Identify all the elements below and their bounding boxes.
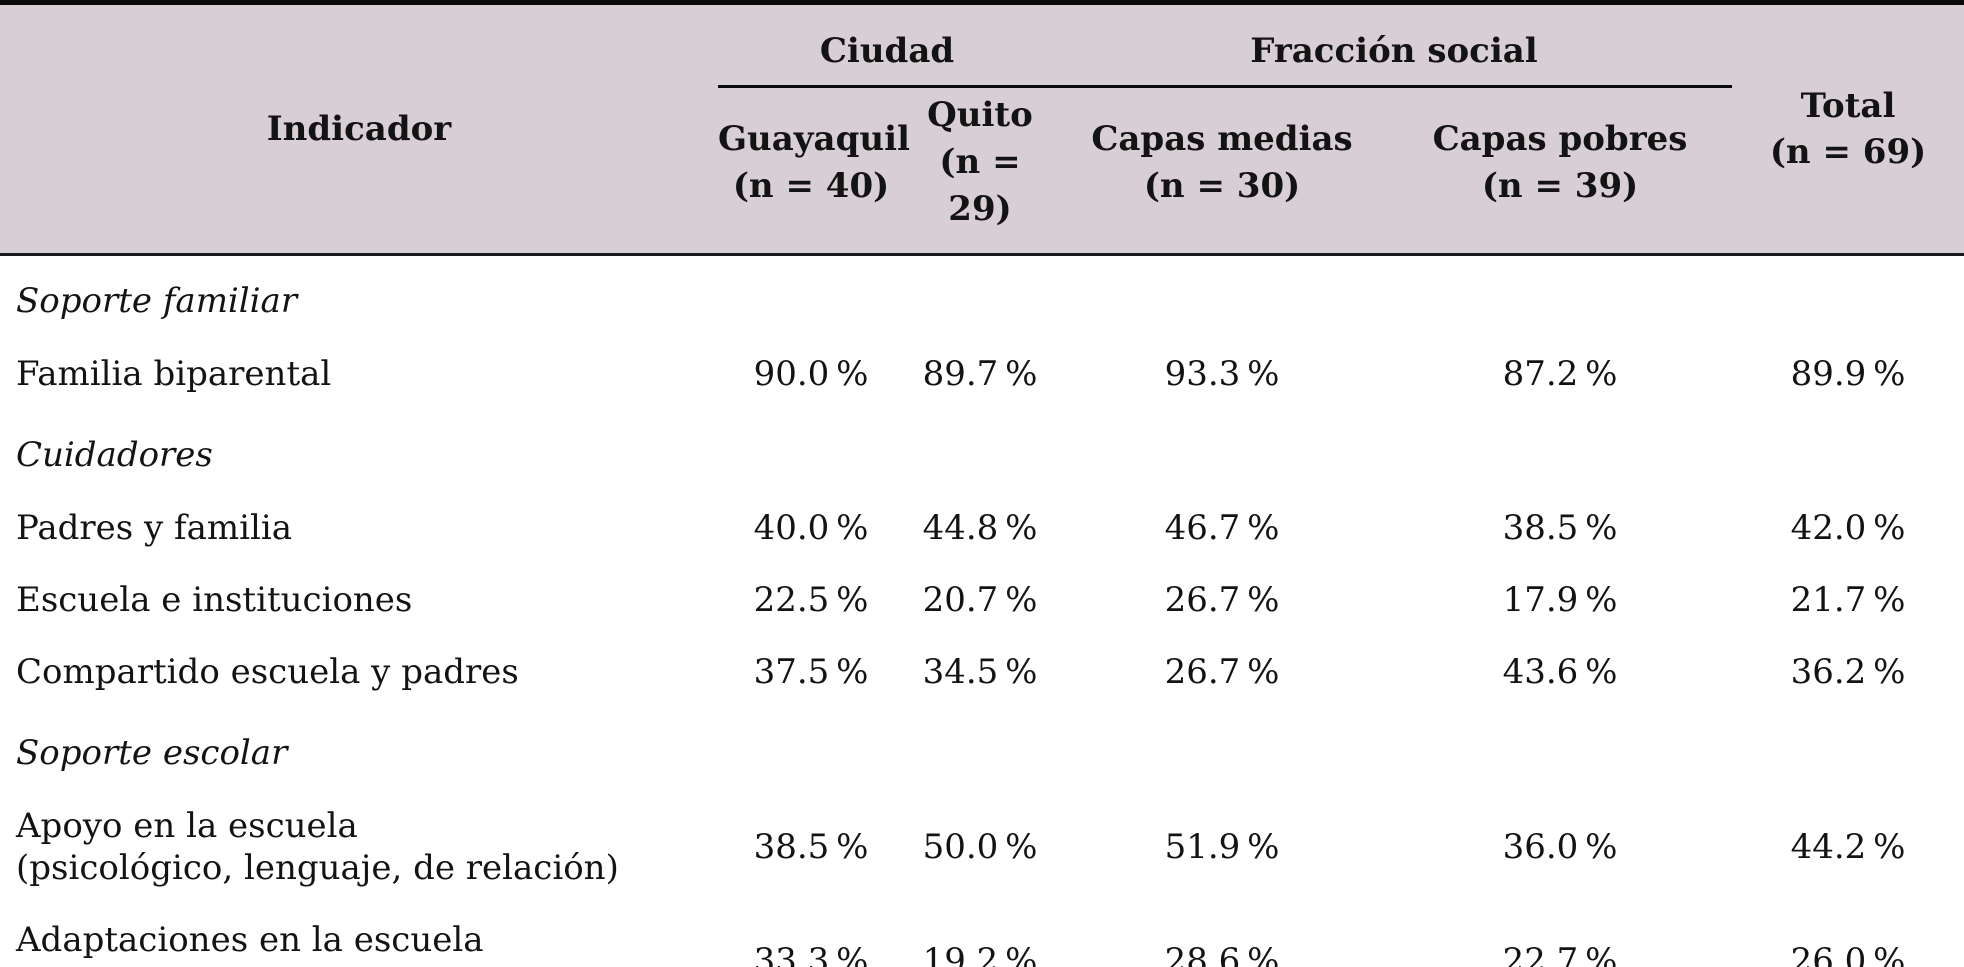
data-row: Apoyo en la escuela (psicológico, lenguaj…: [0, 790, 1964, 904]
value-cell: 44.8 %: [922, 508, 1038, 548]
total-n: (n = 69): [1769, 132, 1927, 172]
indicator-label-line1: Familia biparental: [16, 354, 332, 394]
value-cell: 90.0 %: [753, 354, 869, 394]
indicator-label-line2: (curriculares, de acceso, significativas…: [16, 961, 718, 967]
data-row: Familia biparental 90.0 % 89.7 % 93.3 % 87.2…: [0, 338, 1964, 410]
subheader-row: Guayaquil (n = 40) Quito (n = 29) Capas …: [0, 86, 1964, 256]
column-header-capas-pobres: Capas pobres (n = 39): [1388, 86, 1732, 256]
group-header-fraccion-social: Fracción social: [1056, 2, 1732, 88]
value-cell: 42.0 %: [1790, 508, 1906, 548]
value-cell: 36.2 %: [1790, 652, 1906, 692]
table-header: Indicador Ciudad Fracción social Total (…: [0, 2, 1964, 256]
value-cell: 26.0 %: [1790, 941, 1906, 967]
indicator-label: Compartido escuela y padres: [0, 636, 718, 708]
indicator-label-line1: Padres y familia: [16, 508, 293, 548]
value-cell: 44.2 %: [1790, 827, 1906, 867]
value-cell: 38.5 %: [753, 827, 869, 867]
column-n: (n = 29): [939, 142, 1021, 229]
value-cell: 17.9 %: [1502, 580, 1618, 620]
value-cell: 89.9 %: [1790, 354, 1906, 394]
value-cell: 37.5 %: [753, 652, 869, 692]
section-label: Cuidadores: [16, 435, 213, 475]
group-header-ciudad: Ciudad: [718, 2, 1056, 88]
value-cell: 93.3 %: [1164, 354, 1280, 394]
value-cell: 36.0 %: [1502, 827, 1618, 867]
column-label: Capas medias: [1091, 118, 1353, 159]
section-label: Soporte familiar: [16, 281, 298, 321]
table-body: Soporte familiar Familia biparental 90.0 %…: [0, 255, 1964, 967]
column-header-indicador: Indicador: [0, 2, 718, 256]
indicator-label: Adaptaciones en la escuela(curriculares,…: [0, 904, 718, 967]
value-cell: 26.7 %: [1164, 652, 1280, 692]
column-header-quito: Quito (n = 29): [904, 86, 1056, 256]
value-cell: 22.7 %: [1502, 941, 1618, 967]
column-n: (n = 40): [732, 165, 890, 206]
column-header-guayaquil: Guayaquil (n = 40): [718, 86, 910, 256]
value-cell: 43.6 %: [1502, 652, 1618, 692]
value-cell: 34.5 %: [922, 652, 1038, 692]
value-cell: 50.0 %: [922, 827, 1038, 867]
indicator-label: Familia biparental: [0, 338, 718, 410]
indicator-label-line1: Compartido escuela y padres: [16, 652, 519, 692]
data-row: Escuela e instituciones 22.5 % 20.7 % 26.7 …: [0, 564, 1964, 636]
column-label: Guayaquil: [718, 118, 910, 159]
data-row: Padres y familia 40.0 % 44.8 % 46.7 % 38.5 %…: [0, 492, 1964, 564]
indicator-label: Padres y familia: [0, 492, 718, 564]
value-cell: 33.3 %: [753, 941, 869, 967]
section-row: Cuidadores: [0, 410, 1964, 492]
value-cell: 20.7 %: [922, 580, 1038, 620]
indicator-label: Escuela e instituciones: [0, 564, 718, 636]
column-label: Capas pobres: [1432, 118, 1688, 159]
value-cell: 87.2 %: [1502, 354, 1618, 394]
value-cell: 89.7 %: [922, 354, 1038, 394]
value-cell: 19.2 %: [922, 941, 1038, 967]
value-cell: 38.5 %: [1502, 508, 1618, 548]
value-cell: 22.5 %: [753, 580, 869, 620]
section-row: Soporte escolar: [0, 708, 1964, 790]
indicator-label-line2: (psicológico, lenguaje, de relación): [16, 848, 619, 888]
column-header-capas-medias: Capas medias (n = 30): [1056, 86, 1388, 256]
indicator-label-line1: Escuela e instituciones: [16, 580, 413, 620]
indicator-label-line1: Adaptaciones en la escuela: [16, 920, 484, 960]
value-cell: 21.7 %: [1790, 580, 1906, 620]
column-n: (n = 39): [1481, 165, 1639, 206]
group-header-row: Indicador Ciudad Fracción social Total (…: [0, 2, 1964, 256]
data-row: Adaptaciones en la escuela(curriculares,…: [0, 904, 1964, 967]
value-cell: 46.7 %: [1164, 508, 1280, 548]
value-cell: 28.6 %: [1164, 941, 1280, 967]
column-header-total: Total (n = 69): [1732, 2, 1964, 256]
indicator-label-line1: Apoyo en la escuela: [16, 806, 358, 846]
total-label: Total: [1800, 86, 1896, 126]
column-label: Quito: [927, 95, 1033, 135]
value-cell: 51.9 %: [1164, 827, 1280, 867]
section-row: Soporte familiar: [0, 255, 1964, 339]
section-label: Soporte escolar: [16, 733, 288, 773]
value-cell: 40.0 %: [753, 508, 869, 548]
column-n: (n = 30): [1143, 165, 1301, 206]
indicator-label: Apoyo en la escuela (psicológico, lenguaj…: [0, 790, 718, 904]
value-cell: 26.7 %: [1164, 580, 1280, 620]
data-row: Compartido escuela y padres 37.5 % 34.5 % 2…: [0, 636, 1964, 708]
